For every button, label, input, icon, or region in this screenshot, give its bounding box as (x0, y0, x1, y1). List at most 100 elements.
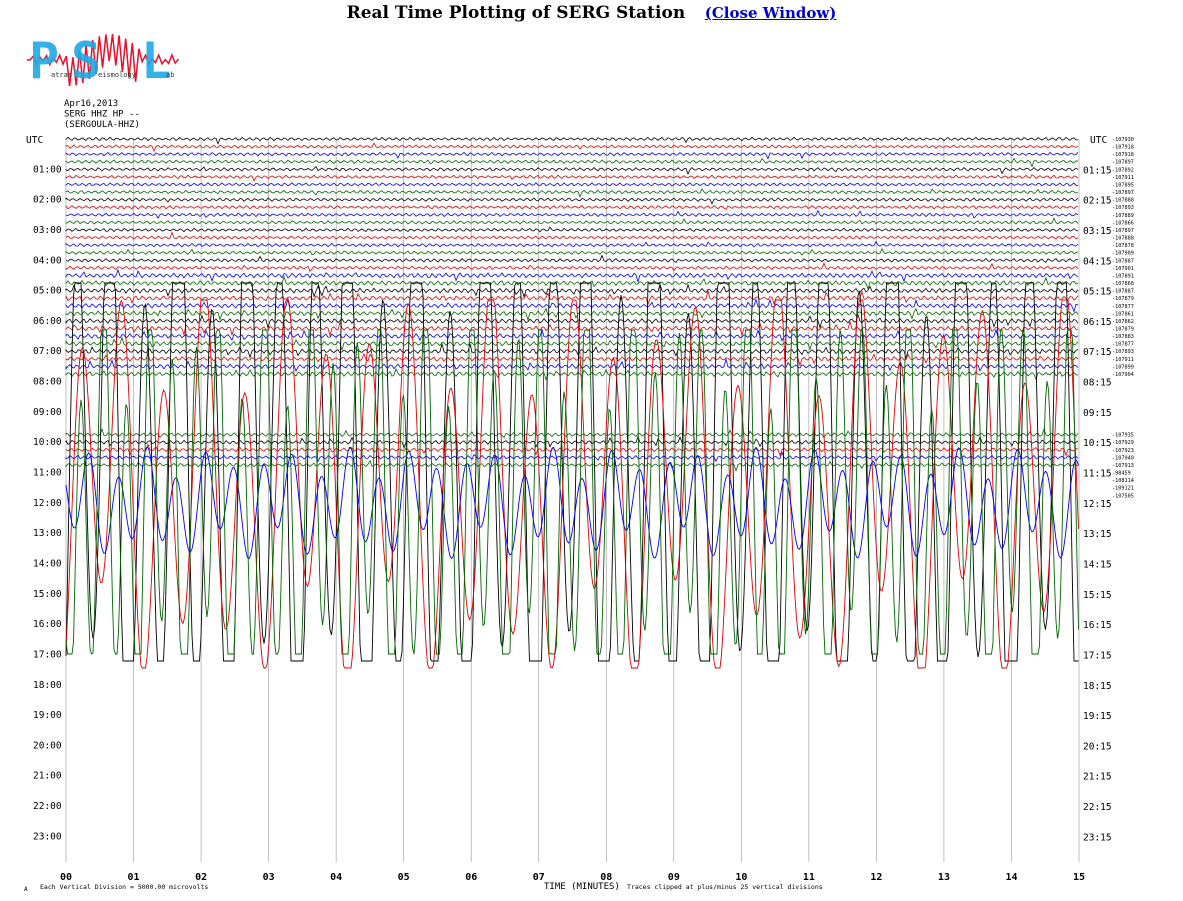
trace-line (65, 357, 1079, 373)
trace-mean-label: -107866 (1112, 220, 1134, 226)
trace-mean-label: -107899 (1112, 364, 1134, 370)
trace-line (65, 136, 1079, 145)
trace-line (65, 352, 1079, 367)
hour-label-right: 22:15 (1083, 802, 1112, 813)
trace-line (65, 289, 1079, 306)
trace-line (65, 313, 1079, 330)
close-window-link[interactable]: (Close Window) (704, 4, 837, 22)
minute-gridlines (65, 139, 1080, 862)
hour-label-left: 08:00 (33, 377, 62, 388)
trace-mean-label: -107887 (1112, 289, 1134, 295)
trace-line (65, 459, 1079, 472)
trace-line (65, 427, 1079, 439)
station-header-line: SERG HHZ HP -- (64, 110, 140, 120)
trace-mean-label: -107879 (1112, 296, 1134, 302)
hour-label-left: 03:00 (33, 225, 62, 236)
trace-mean-label: -107883 (1112, 334, 1134, 340)
hour-label-left: 15:00 (33, 589, 62, 600)
trace-mean-label: -107923 (1112, 448, 1134, 454)
trace-mean-label: -107877 (1112, 342, 1134, 348)
logo-word: eismology (98, 71, 136, 79)
x-axis-title: TIME (MINUTES) (544, 882, 620, 892)
hour-label-right: 13:15 (1083, 529, 1112, 540)
trace-line (65, 209, 1079, 220)
trace-mean-label: -107862 (1112, 319, 1134, 325)
x-tick-label: 13 (938, 872, 950, 883)
trace-mean-label: -107505 (1112, 493, 1134, 499)
trace-line (65, 240, 1079, 248)
hour-label-right: 20:15 (1083, 741, 1112, 752)
trace-line (65, 247, 1079, 256)
logo-word: ab (166, 71, 174, 79)
utc-right-title: UTC (1090, 135, 1107, 146)
hour-label-right: 18:15 (1083, 681, 1112, 692)
hour-label-left: 18:00 (33, 680, 62, 691)
trace-mean-label: -107918 (1112, 152, 1134, 158)
trace-mean-label: -107879 (1112, 327, 1134, 333)
trace-mean-label: -107888 (1112, 236, 1134, 242)
hour-label-right: 10:15 (1083, 438, 1112, 449)
hour-label-right: 11:15 (1083, 469, 1112, 480)
hour-label-left: 09:00 (33, 407, 62, 418)
small-mark: A (24, 886, 28, 893)
station-header-line: Apr16,2013 (64, 99, 118, 109)
hour-label-left: 22:00 (33, 801, 62, 812)
trace-mean-label: -107935 (1112, 433, 1134, 439)
seismic-traces (65, 136, 1079, 669)
hour-label-left: 07:00 (33, 346, 62, 357)
trace-line (65, 254, 1079, 264)
trace-line (65, 328, 1079, 342)
hour-label-right: 17:15 (1083, 650, 1112, 661)
x-tick-label: 14 (1005, 872, 1017, 883)
trace-mean-label: -98459 (1112, 471, 1131, 477)
logo-word: atras (51, 71, 72, 79)
logo-wave-icon (27, 34, 180, 87)
trace-mean-label: -107889 (1112, 213, 1134, 219)
trace-line (65, 165, 1079, 175)
hour-label-right: 23:15 (1083, 832, 1112, 843)
trace-line (65, 268, 1079, 284)
trace-mean-label: -107887 (1112, 258, 1134, 264)
trace-mean-label: -107929 (1112, 440, 1134, 446)
trace-line (65, 367, 1079, 381)
trace-mean-label: -107892 (1112, 167, 1134, 173)
trace-line (65, 182, 1079, 187)
trace-mean-label: -108114 (1112, 478, 1134, 484)
hour-label-left: 14:00 (33, 558, 62, 569)
trace-line (65, 297, 1079, 313)
trace-line (65, 336, 1079, 352)
hour-label-left: 21:00 (33, 771, 62, 782)
hour-label-right: 02:15 (1083, 196, 1112, 207)
axis-labels: 01:00 02:00 03:00 04:00 05:00 06:00 07:00 08:00… (24, 135, 1134, 893)
x-tick-label: 09 (668, 872, 680, 883)
x-tick-label: 02 (195, 872, 207, 883)
hour-label-right: 12:15 (1083, 499, 1112, 510)
trace-line (65, 451, 1079, 463)
trace-line (65, 435, 1079, 449)
hour-label-left: 16:00 (33, 619, 62, 630)
hour-label-right: 19:15 (1083, 711, 1112, 722)
trace-line (65, 443, 1079, 457)
hour-label-left: 02:00 (33, 195, 62, 206)
utc-left-title: UTC (26, 135, 43, 146)
hour-label-right: 15:15 (1083, 590, 1112, 601)
trace-line (65, 157, 1079, 168)
hour-label-left: 19:00 (33, 710, 62, 721)
trace-mean-label: -107911 (1112, 175, 1134, 181)
hour-label-right: 03:15 (1083, 226, 1112, 237)
x-tick-label: 03 (263, 872, 275, 883)
logo-letter: S (71, 32, 101, 90)
hour-label-left: 11:00 (33, 468, 62, 479)
clipped-trace (65, 299, 1079, 669)
hour-label-right: 16:15 (1083, 620, 1112, 631)
trace-line (65, 320, 1079, 337)
clipped-trace (65, 446, 1079, 560)
x-tick-label: 00 (60, 872, 72, 883)
hour-label-left: 13:00 (33, 528, 62, 539)
x-tick-label: 04 (330, 872, 342, 883)
hour-label-left: 23:00 (33, 831, 62, 842)
trace-line (65, 151, 1079, 160)
hour-label-left: 10:00 (33, 437, 62, 448)
trace-mean-label: -107895 (1112, 182, 1134, 188)
